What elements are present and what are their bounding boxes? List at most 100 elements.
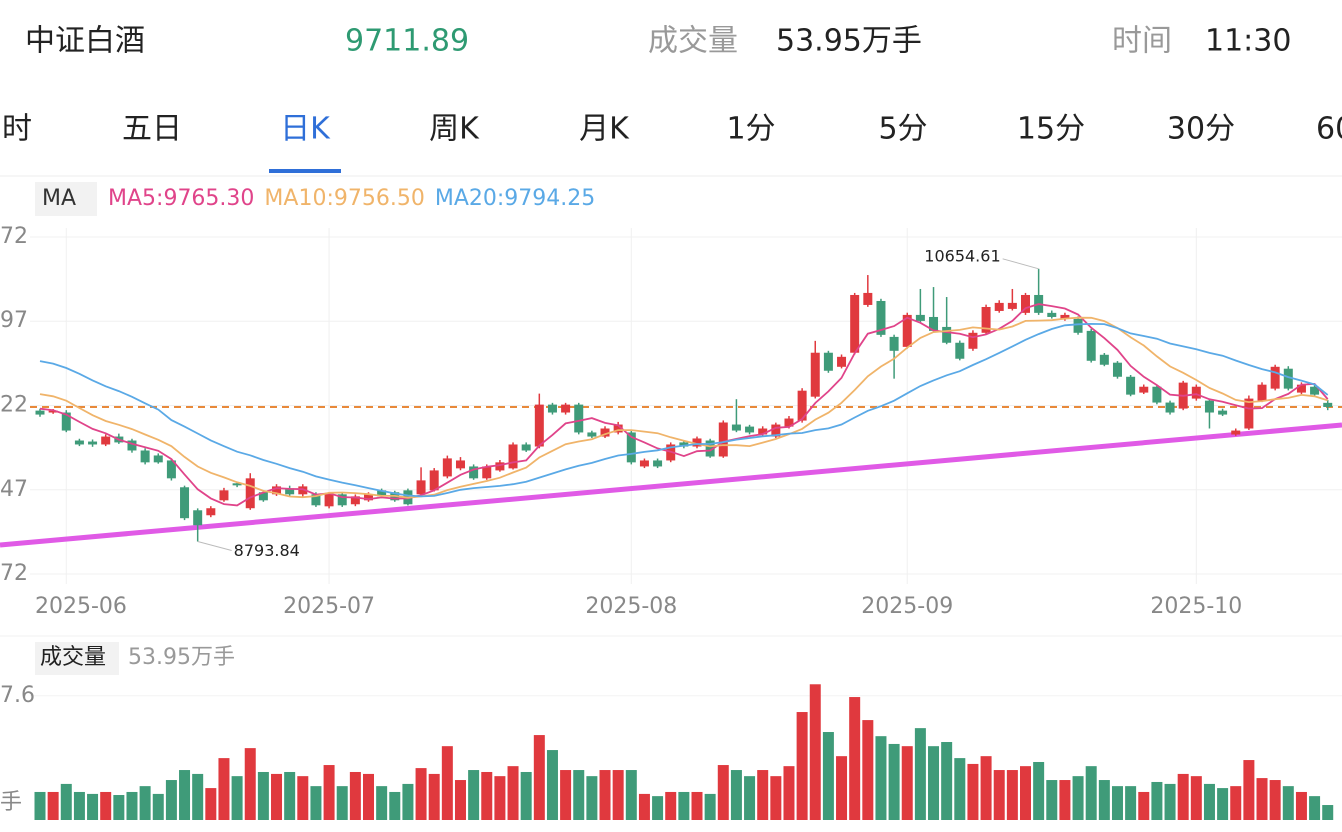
candle-body (1047, 312, 1057, 317)
candle-body (718, 422, 728, 457)
candle-body (613, 424, 623, 433)
volume-bar (757, 770, 769, 820)
volume-bar (297, 776, 309, 820)
tab[interactable]: 15分 (1017, 112, 1085, 147)
volume-bar (415, 768, 427, 820)
candle-body (193, 510, 203, 526)
candle-body (258, 492, 268, 501)
candle-body (140, 450, 150, 463)
volume-bar (1164, 783, 1176, 820)
x-tick-label: 2025-06 (35, 594, 127, 619)
volume-bar (152, 793, 164, 820)
volume-bar (218, 758, 230, 820)
tab[interactable]: 5分 (878, 112, 927, 147)
time-value: 11:30 (1205, 24, 1291, 59)
candle-body (587, 432, 597, 437)
volume-bar (1006, 770, 1018, 820)
volume-bar (717, 765, 729, 820)
volume-bar (284, 771, 296, 820)
volume-bar (941, 742, 953, 820)
candle-body (929, 316, 939, 331)
volume-bar (1085, 766, 1097, 820)
candle-body (1296, 384, 1306, 393)
tab[interactable]: 60 (1316, 112, 1342, 147)
volume-subtitle: 53.95万手 (128, 645, 235, 670)
volume-bar (100, 791, 112, 820)
tab[interactable]: 30分 (1167, 112, 1235, 147)
candle-body (1139, 386, 1149, 393)
ma-legend: MA5:9765.30 (108, 186, 254, 211)
volume-label: 成交量 (648, 24, 738, 59)
index-price: 9711.89 (345, 24, 469, 59)
volume-bar (980, 756, 992, 820)
candle-body (153, 455, 163, 463)
volume-bar (652, 796, 664, 820)
tab[interactable]: 时 (2, 112, 32, 147)
volume-bar (47, 791, 59, 820)
trend-line (0, 422, 1342, 548)
volume-bar (428, 773, 440, 820)
candle-body (219, 490, 229, 501)
volume-bar (336, 786, 348, 820)
candle-body (1218, 410, 1228, 415)
volume-bar (349, 771, 361, 820)
candle-body (1257, 384, 1267, 401)
min-label: 8793.84 (234, 541, 300, 560)
volume-bar (179, 770, 191, 820)
x-tick-label: 2025-07 (283, 594, 375, 619)
tab[interactable]: 周K (429, 112, 480, 147)
candle-body (797, 390, 807, 421)
candle-body (180, 487, 190, 519)
candle-body (534, 404, 544, 447)
volume-title: 成交量 (40, 645, 106, 670)
tab[interactable]: 1分 (726, 112, 775, 147)
candle-body (994, 302, 1004, 311)
ma-line (39, 303, 1329, 507)
ma-legend: MA10:9756.50 (264, 186, 424, 211)
volume-bar (822, 732, 834, 820)
candle-body (942, 326, 952, 343)
volume-bar (507, 766, 519, 820)
max-label: 10654.61 (924, 246, 1000, 265)
volume-bar (126, 791, 138, 820)
candle-body (285, 488, 295, 495)
candle-body (61, 412, 71, 431)
candle-body (1099, 354, 1109, 365)
candle-body (1021, 294, 1030, 313)
tab[interactable]: 日K (280, 112, 331, 147)
candle-body (705, 440, 715, 457)
candle-body (823, 352, 833, 371)
volume-bar (1111, 786, 1123, 820)
candle-body (88, 441, 98, 445)
candle-body (771, 424, 781, 437)
candle-body (850, 294, 860, 353)
tab[interactable]: 五日 (122, 112, 182, 147)
volume-bar (271, 773, 283, 820)
candle-body (876, 300, 886, 335)
volume-bar (744, 776, 756, 820)
volume-bar (402, 783, 414, 820)
x-tick-label: 2025-08 (585, 594, 677, 619)
y-tick-label: 97 (0, 308, 28, 333)
volume-bar (205, 788, 217, 820)
candle-body (35, 410, 45, 415)
indicator-name: MA (42, 186, 76, 211)
candle-body (521, 444, 531, 451)
candle-body (1270, 366, 1280, 389)
tab[interactable]: 月K (579, 112, 630, 147)
volume-bar (1177, 773, 1189, 820)
volume-bar (231, 776, 243, 820)
volume-title-box (35, 642, 119, 675)
volume-bar (1230, 786, 1242, 820)
candle-body (429, 470, 439, 491)
volume-bar (928, 746, 940, 820)
volume-bar (310, 786, 322, 820)
volume-bar (34, 791, 46, 820)
candle-body (508, 444, 518, 469)
volume-bar (87, 793, 99, 820)
candle-body (469, 466, 479, 479)
candle-body (311, 494, 321, 506)
volume-bar (836, 756, 848, 820)
